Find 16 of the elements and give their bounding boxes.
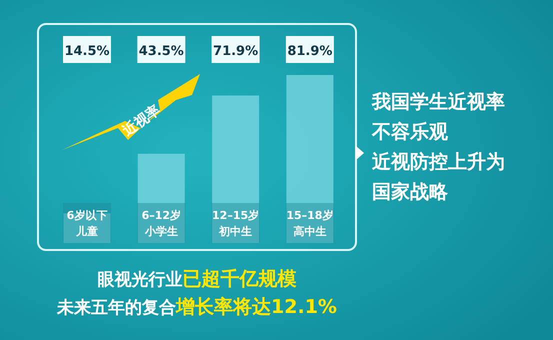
- x-tick-label: 6–12岁小学生: [142, 209, 182, 238]
- text: 未来五年的复合增长率将达12.1%: [56, 296, 337, 318]
- data-label: 14.5%: [64, 44, 110, 59]
- text: 近视防控上升为国家战略: [371, 151, 505, 203]
- data-label: 43.5%: [138, 44, 184, 59]
- x-tick-label: 15–18岁高中生: [286, 209, 334, 238]
- bar: [212, 96, 260, 243]
- text: 眼视光行业已超千亿规模: [98, 268, 296, 290]
- bar: [138, 154, 185, 243]
- annotation: 近视率: [118, 101, 164, 140]
- x-tick-label: 12–15岁初中生: [212, 209, 260, 238]
- bar: [286, 75, 334, 243]
- text: 我国学生近视率不容乐观: [371, 91, 505, 143]
- data-label: 71.9%: [213, 44, 258, 59]
- x-tick-label: 6岁以下儿童: [66, 209, 108, 238]
- data-label: 81.9%: [287, 44, 332, 59]
